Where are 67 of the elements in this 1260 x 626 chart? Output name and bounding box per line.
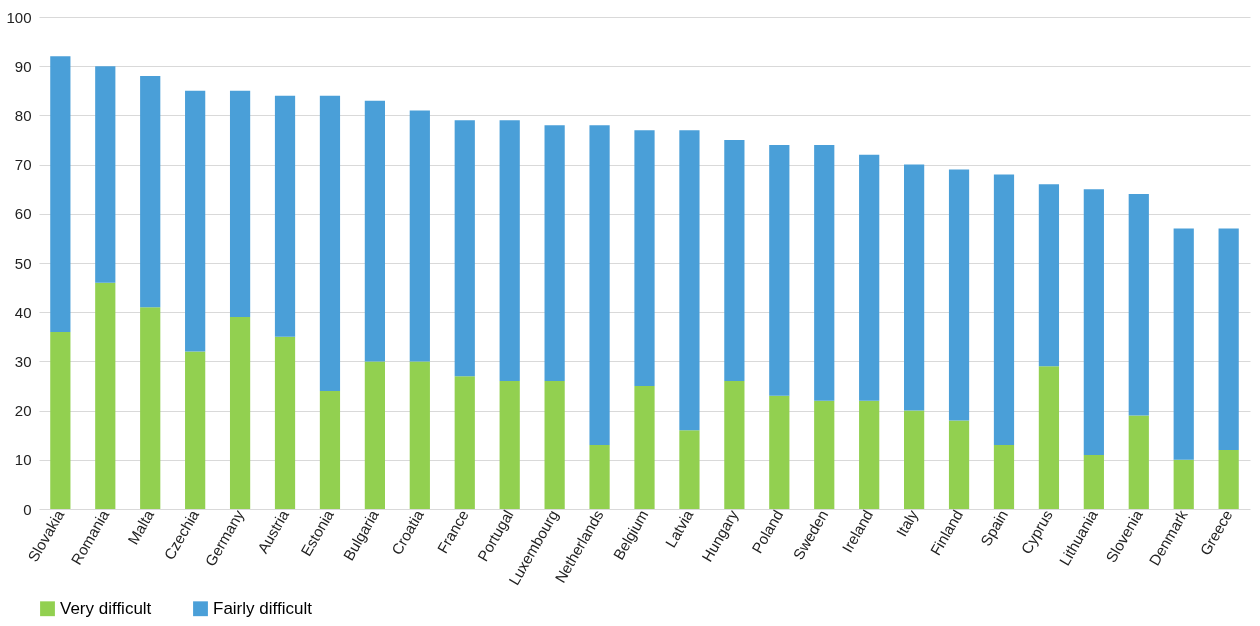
bar bbox=[679, 130, 700, 431]
y-tick-label: 40 bbox=[14, 303, 32, 321]
bar bbox=[814, 144, 835, 401]
bar bbox=[185, 90, 206, 352]
bar bbox=[1173, 459, 1194, 509]
bar bbox=[409, 110, 430, 362]
bar bbox=[454, 120, 475, 377]
bar bbox=[1038, 366, 1060, 509]
bar bbox=[769, 395, 790, 509]
bar bbox=[904, 164, 925, 411]
bar bbox=[769, 144, 790, 396]
y-tick-label: 50 bbox=[14, 254, 32, 272]
bar bbox=[948, 420, 970, 509]
legend-label: Very difficult bbox=[60, 598, 152, 618]
bar bbox=[814, 400, 835, 509]
y-tick-label: 30 bbox=[14, 352, 32, 370]
bar bbox=[319, 390, 341, 509]
bar bbox=[1128, 194, 1149, 416]
bar bbox=[634, 386, 655, 509]
bar bbox=[229, 317, 251, 509]
bar bbox=[993, 174, 1015, 446]
bar bbox=[589, 445, 610, 509]
bar bbox=[229, 90, 251, 318]
bar bbox=[589, 125, 610, 446]
bar bbox=[679, 430, 700, 509]
bar bbox=[993, 445, 1015, 509]
bar bbox=[724, 381, 745, 509]
y-tick-label: 10 bbox=[14, 451, 32, 469]
bar bbox=[95, 282, 116, 509]
bar bbox=[859, 154, 880, 401]
bar bbox=[1083, 454, 1104, 509]
y-tick-label: 90 bbox=[14, 57, 32, 75]
bar bbox=[140, 307, 161, 509]
bar bbox=[50, 56, 71, 332]
y-tick-label: 20 bbox=[14, 402, 32, 420]
bar bbox=[454, 376, 475, 509]
bar bbox=[544, 381, 565, 509]
bar bbox=[274, 336, 296, 509]
y-tick-label: 60 bbox=[14, 205, 32, 223]
bar bbox=[859, 400, 880, 509]
legend-label: Fairly difficult bbox=[213, 598, 313, 618]
bar bbox=[95, 66, 116, 283]
bar bbox=[1083, 189, 1104, 455]
bar bbox=[1038, 184, 1060, 367]
bar bbox=[50, 331, 71, 509]
y-tick-label: 0 bbox=[23, 500, 32, 518]
bar bbox=[364, 361, 385, 509]
bar bbox=[409, 361, 430, 509]
bar bbox=[1128, 415, 1149, 509]
bar bbox=[274, 95, 296, 337]
bar bbox=[319, 95, 341, 391]
bar bbox=[724, 140, 745, 382]
bar bbox=[904, 410, 925, 509]
bar bbox=[1173, 228, 1194, 460]
bar bbox=[185, 351, 206, 509]
bar bbox=[1218, 449, 1239, 509]
bar bbox=[948, 169, 970, 421]
bar bbox=[364, 100, 385, 362]
bar bbox=[140, 76, 161, 308]
bar bbox=[1218, 228, 1239, 450]
bar bbox=[499, 120, 520, 382]
bar bbox=[634, 130, 655, 386]
y-tick-label: 100 bbox=[6, 8, 32, 26]
y-tick-label: 70 bbox=[14, 156, 32, 174]
bar bbox=[544, 125, 565, 382]
bar bbox=[499, 381, 520, 509]
y-tick-label: 80 bbox=[14, 106, 32, 124]
